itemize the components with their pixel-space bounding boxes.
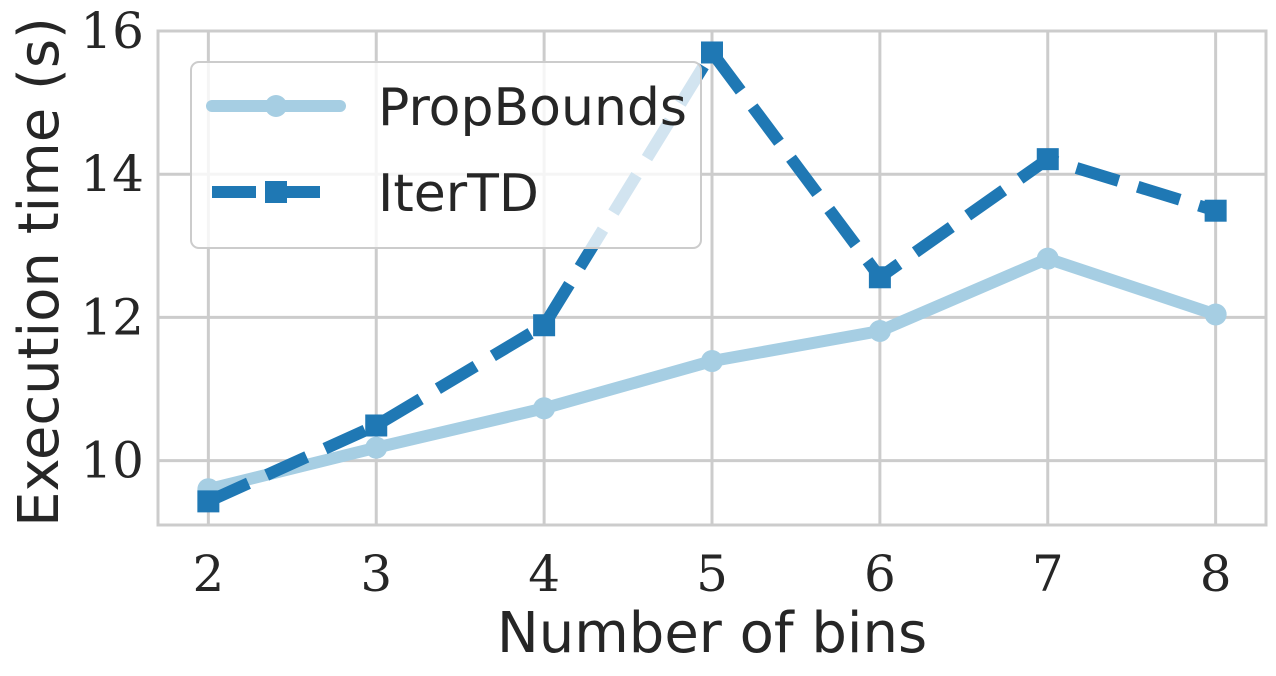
x-tick-label: 6 (864, 545, 896, 603)
series-itertd (197, 41, 1227, 513)
data-point-propbounds (1036, 247, 1059, 270)
y-tick-label: 12 (80, 288, 144, 346)
x-tick-label: 5 (696, 545, 728, 603)
data-point-propbounds (701, 350, 723, 373)
legend-item-itertd: IterTD (212, 164, 539, 224)
plot-frame (156, 29, 1268, 527)
x-tick-label: 4 (528, 545, 560, 603)
y-tick-label: 16 (80, 2, 144, 60)
x-tick-label: 2 (192, 545, 224, 603)
x-tick-label: 7 (1032, 545, 1064, 603)
legend-label-itertd: IterTD (378, 164, 539, 224)
y-tick-label: 14 (80, 145, 144, 203)
data-point-propbounds (868, 319, 891, 342)
data-point-itertd (365, 414, 388, 437)
legend-marker-itertd (265, 181, 287, 203)
data-point-propbounds (533, 397, 556, 420)
data-point-propbounds (1204, 303, 1227, 326)
series-propbounds (197, 247, 1227, 501)
x-tick-label: 8 (1200, 545, 1232, 603)
x-axis-title: Number of bins (497, 601, 927, 666)
data-point-itertd (868, 266, 891, 289)
data-point-itertd (1204, 199, 1227, 222)
data-point-itertd (1036, 148, 1059, 171)
series-layer (197, 41, 1227, 513)
legend: PropBounds IterTD (190, 61, 702, 249)
data-point-itertd (701, 41, 723, 64)
legend-item-propbounds: PropBounds (206, 78, 687, 138)
legend-items: PropBounds IterTD (206, 78, 687, 224)
data-point-propbounds (365, 436, 388, 459)
y-tick-label: 10 (80, 432, 144, 490)
data-point-itertd (197, 490, 220, 513)
x-tick-label: 3 (360, 545, 392, 603)
tick-labels: 2 3 4 5 6 7 8 10 12 14 16 (80, 2, 1231, 603)
legend-marker-propbounds (265, 95, 287, 117)
legend-label-propbounds: PropBounds (378, 78, 687, 138)
y-axis-title: Execution time (s) (7, 17, 72, 527)
data-point-itertd (533, 314, 556, 337)
